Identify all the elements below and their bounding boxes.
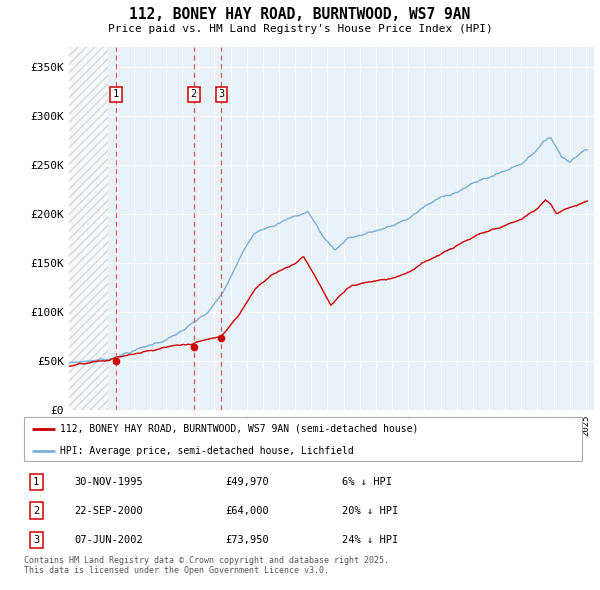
Text: 24% ↓ HPI: 24% ↓ HPI: [342, 535, 398, 545]
Text: £73,950: £73,950: [225, 535, 269, 545]
Text: 3: 3: [218, 89, 224, 99]
Text: 22-SEP-2000: 22-SEP-2000: [74, 506, 143, 516]
Text: Contains HM Land Registry data © Crown copyright and database right 2025.
This d: Contains HM Land Registry data © Crown c…: [24, 556, 389, 575]
Text: 112, BONEY HAY ROAD, BURNTWOOD, WS7 9AN: 112, BONEY HAY ROAD, BURNTWOOD, WS7 9AN: [130, 7, 470, 22]
Text: 2: 2: [33, 506, 40, 516]
Text: £64,000: £64,000: [225, 506, 269, 516]
Text: 112, BONEY HAY ROAD, BURNTWOOD, WS7 9AN (semi-detached house): 112, BONEY HAY ROAD, BURNTWOOD, WS7 9AN …: [60, 424, 419, 434]
Text: 30-NOV-1995: 30-NOV-1995: [74, 477, 143, 487]
Text: 1: 1: [33, 477, 40, 487]
Text: 07-JUN-2002: 07-JUN-2002: [74, 535, 143, 545]
Text: 6% ↓ HPI: 6% ↓ HPI: [342, 477, 392, 487]
Bar: [69, 47, 108, 410]
Text: £49,970: £49,970: [225, 477, 269, 487]
Text: HPI: Average price, semi-detached house, Lichfield: HPI: Average price, semi-detached house,…: [60, 445, 354, 455]
Text: Price paid vs. HM Land Registry's House Price Index (HPI): Price paid vs. HM Land Registry's House …: [107, 24, 493, 34]
Text: 3: 3: [33, 535, 40, 545]
Text: 20% ↓ HPI: 20% ↓ HPI: [342, 506, 398, 516]
Text: 2: 2: [191, 89, 197, 99]
Text: 1: 1: [113, 89, 119, 99]
